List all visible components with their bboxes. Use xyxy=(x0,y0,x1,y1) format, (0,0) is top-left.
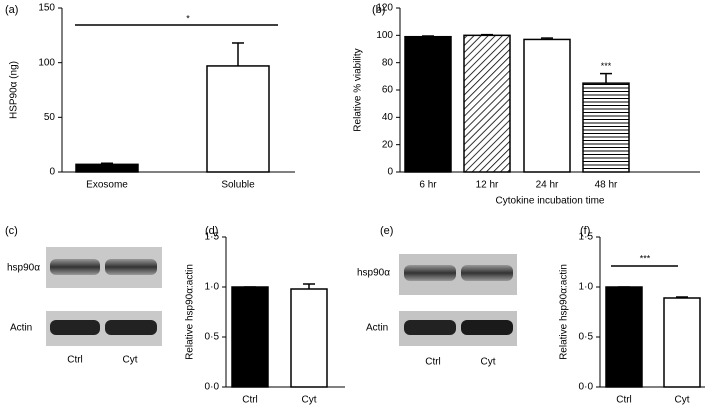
y-axis-label: Relative hsp90α:actin xyxy=(185,264,196,360)
y-tick-label: 120 xyxy=(376,3,393,14)
bar xyxy=(463,34,511,173)
bar xyxy=(663,297,701,388)
blot-band xyxy=(461,320,513,335)
y-tick-label: 100 xyxy=(376,30,393,41)
blot-lane-label: Cyt xyxy=(123,355,138,366)
y-tick-label: 0 xyxy=(387,167,393,178)
blot-band xyxy=(105,259,157,275)
y-tick-label: 80 xyxy=(382,57,394,68)
y-axis-label: HSP90α (ng) xyxy=(9,61,20,119)
blot-band xyxy=(404,320,456,335)
blot-band xyxy=(50,320,100,335)
bar xyxy=(523,38,571,173)
panel-label: (e) xyxy=(380,225,393,237)
y-tick-label: 1·5 xyxy=(579,232,594,243)
panel-label: (a) xyxy=(5,4,18,16)
blot-band xyxy=(105,320,157,335)
y-tick-label: 60 xyxy=(382,85,394,96)
blot-row-label: hsp90α xyxy=(357,268,390,279)
significance-label: *** xyxy=(601,61,612,71)
y-tick-label: 0·0 xyxy=(579,382,594,393)
blot-lane-label: Ctrl xyxy=(425,357,441,368)
blot-band xyxy=(50,259,100,275)
blot-panel: (e) hsp90α Actin Ctrl Cyt xyxy=(357,225,517,368)
x-axis-label: Cytokine incubation time xyxy=(496,196,605,207)
y-tick-label: 1·0 xyxy=(205,282,220,293)
y-tick-label: 150 xyxy=(38,3,55,14)
blot-band xyxy=(461,265,513,281)
y-tick-label: 100 xyxy=(38,57,55,68)
significance-label: * xyxy=(186,13,190,23)
blot-row-label: hsp90α xyxy=(7,263,40,274)
y-tick-label: 40 xyxy=(382,112,394,123)
x-tick-label: 12 hr xyxy=(476,180,499,191)
panel-label: (b) xyxy=(372,4,385,16)
panel-label: (c) xyxy=(5,225,18,237)
y-axis-label: Relative hsp90α:actin xyxy=(559,264,570,360)
x-tick-label: 6 hr xyxy=(419,180,437,191)
x-tick-label: 24 hr xyxy=(536,180,559,191)
x-tick-label: Cyt xyxy=(302,395,317,406)
y-tick-label: 0·5 xyxy=(579,332,594,343)
y-tick-label: 20 xyxy=(382,139,394,150)
y-tick-label: 50 xyxy=(44,112,56,123)
x-tick-label: Ctrl xyxy=(242,395,258,406)
y-tick-label: 0·0 xyxy=(205,382,220,393)
panel-label: (d) xyxy=(205,225,218,237)
panel-label: (f) xyxy=(580,225,590,237)
y-tick-label: 1·5 xyxy=(205,232,220,243)
y-axis-label: Relative % viability xyxy=(353,48,364,131)
x-tick-label: Exosome xyxy=(86,180,128,191)
bar xyxy=(582,82,630,173)
blot-lane-label: Cyt xyxy=(481,357,496,368)
bar xyxy=(231,286,269,388)
x-tick-label: Ctrl xyxy=(616,395,632,406)
bar xyxy=(290,288,328,388)
bar xyxy=(404,35,452,173)
bar xyxy=(605,286,643,388)
x-tick-label: 48 hr xyxy=(595,180,618,191)
bar xyxy=(75,163,139,173)
y-tick-label: 1·0 xyxy=(579,282,594,293)
significance-label: *** xyxy=(640,253,651,263)
bar xyxy=(206,65,270,173)
x-tick-label: Soluble xyxy=(221,180,255,191)
y-tick-label: 0 xyxy=(49,167,55,178)
x-tick-label: Cyt xyxy=(675,395,690,406)
blot-row-label: Actin xyxy=(10,323,32,334)
blot-lane-label: Ctrl xyxy=(67,355,83,366)
y-tick-label: 0·5 xyxy=(205,332,220,343)
blot-band xyxy=(404,265,456,281)
blot-panel: (c) hsp90α Actin Ctrl Cyt xyxy=(5,225,162,366)
blot-row-label: Actin xyxy=(366,323,388,334)
